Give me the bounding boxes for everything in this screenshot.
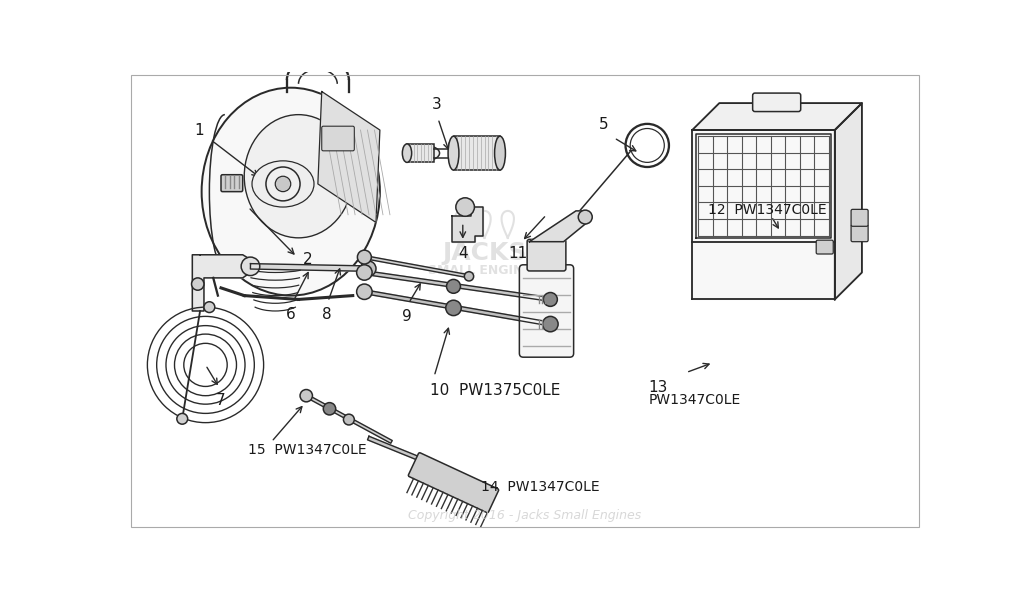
Circle shape [343, 414, 354, 425]
Text: 9: 9 [402, 309, 412, 324]
Circle shape [360, 261, 376, 277]
Text: 3: 3 [431, 97, 441, 111]
Circle shape [204, 302, 215, 312]
Text: 2: 2 [302, 252, 312, 267]
Text: 13: 13 [649, 380, 669, 395]
Text: 4: 4 [458, 246, 468, 260]
Ellipse shape [402, 144, 412, 162]
Circle shape [544, 293, 557, 306]
FancyBboxPatch shape [816, 240, 834, 254]
FancyBboxPatch shape [409, 453, 499, 513]
Text: 1: 1 [195, 123, 204, 138]
FancyBboxPatch shape [753, 93, 801, 111]
Circle shape [324, 403, 336, 415]
Text: Copyright 2016 - Jacks Small Engines: Copyright 2016 - Jacks Small Engines [409, 508, 641, 522]
FancyBboxPatch shape [322, 126, 354, 151]
Circle shape [191, 278, 204, 290]
Polygon shape [835, 103, 862, 299]
FancyBboxPatch shape [519, 265, 573, 357]
Circle shape [300, 390, 312, 402]
Ellipse shape [495, 136, 506, 170]
Circle shape [177, 414, 187, 424]
Text: 7: 7 [216, 393, 226, 408]
Text: 14  PW1347C0LE: 14 PW1347C0LE [480, 480, 599, 493]
Bar [454, 136, 500, 170]
Ellipse shape [449, 136, 459, 170]
Polygon shape [692, 130, 835, 299]
Circle shape [356, 265, 372, 280]
Polygon shape [305, 395, 392, 443]
Circle shape [446, 280, 461, 293]
Ellipse shape [252, 161, 314, 207]
Text: 6: 6 [286, 307, 296, 322]
Ellipse shape [245, 114, 352, 238]
Circle shape [357, 250, 372, 264]
Polygon shape [365, 290, 551, 326]
Circle shape [356, 284, 372, 299]
Circle shape [464, 272, 474, 281]
Polygon shape [452, 207, 483, 243]
Circle shape [543, 316, 558, 332]
Text: 11: 11 [508, 246, 527, 260]
Polygon shape [251, 263, 369, 271]
Polygon shape [365, 271, 551, 302]
Text: 12  PW1347C0LE: 12 PW1347C0LE [708, 203, 826, 217]
FancyBboxPatch shape [851, 209, 868, 226]
Text: 8: 8 [323, 307, 332, 322]
Polygon shape [529, 211, 586, 242]
Polygon shape [692, 103, 862, 130]
FancyBboxPatch shape [851, 225, 868, 242]
FancyBboxPatch shape [527, 240, 566, 271]
Text: 15  PW1347C0LE: 15 PW1347C0LE [248, 443, 367, 457]
Text: SMALL ENGINES: SMALL ENGINES [428, 263, 541, 277]
Circle shape [579, 210, 592, 224]
Text: 5: 5 [599, 117, 608, 132]
Text: JACKS: JACKS [442, 241, 526, 265]
Polygon shape [317, 92, 380, 222]
Polygon shape [368, 436, 455, 474]
Circle shape [445, 300, 461, 316]
Circle shape [241, 257, 260, 275]
Bar [407, 144, 434, 162]
Polygon shape [193, 254, 251, 311]
Text: 10  PW1375C0LE: 10 PW1375C0LE [430, 383, 560, 398]
Circle shape [456, 198, 474, 216]
Ellipse shape [202, 88, 380, 296]
FancyBboxPatch shape [221, 175, 243, 192]
Circle shape [266, 167, 300, 201]
Polygon shape [365, 256, 469, 278]
Text: PW1347C0LE: PW1347C0LE [649, 393, 741, 408]
Circle shape [275, 176, 291, 192]
Ellipse shape [417, 146, 439, 160]
